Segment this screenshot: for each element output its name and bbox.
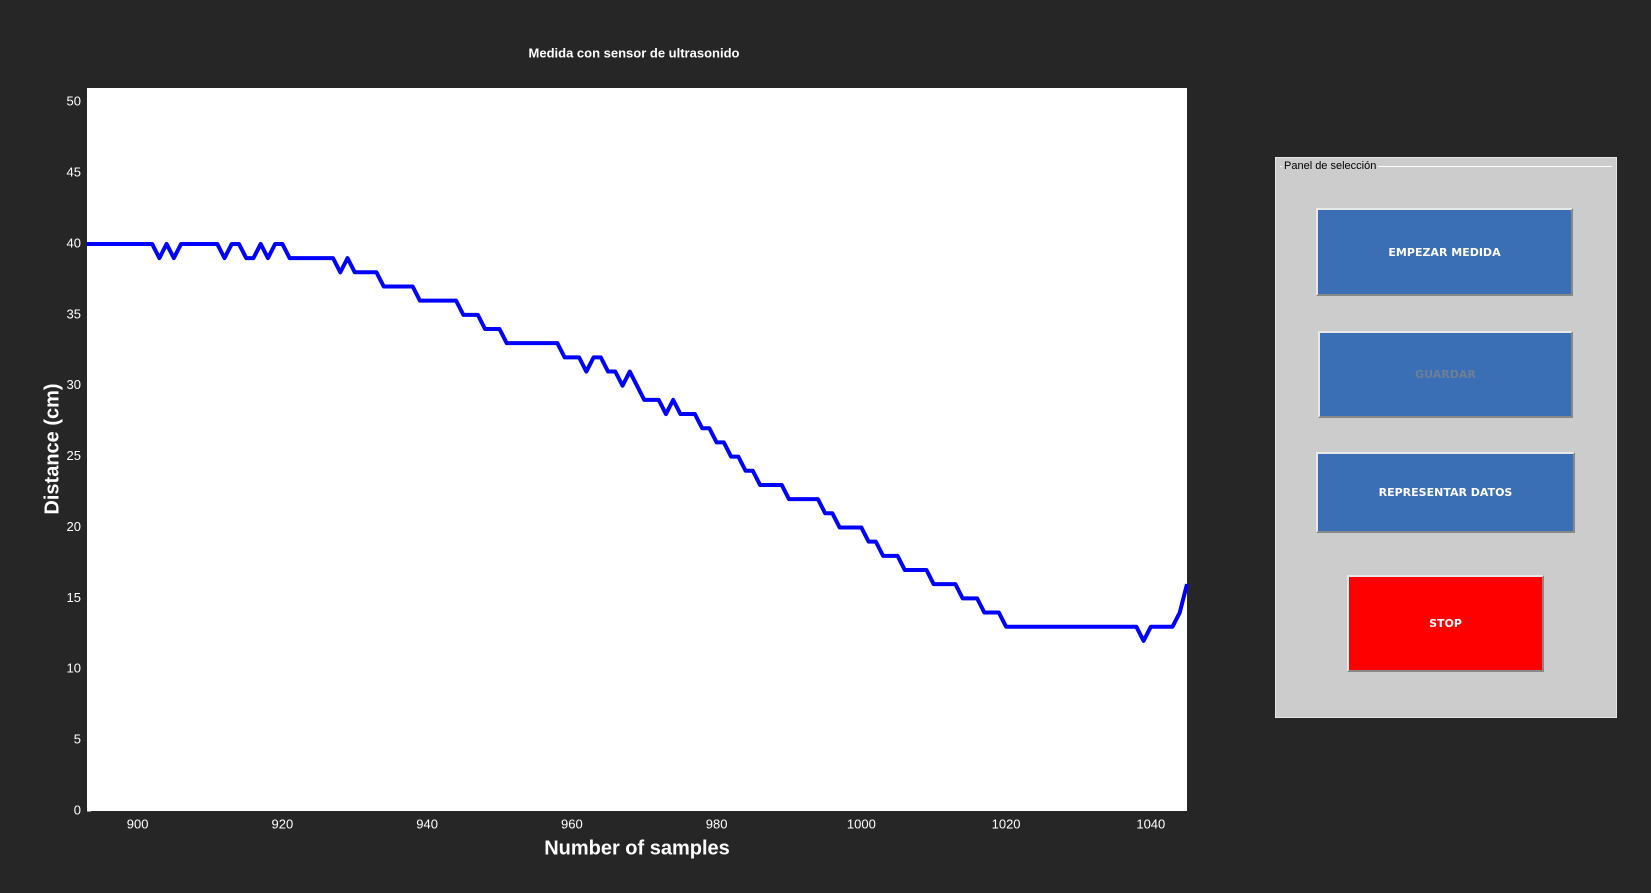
y-tick-label: 15 [67, 590, 81, 605]
panel-border [1280, 166, 1612, 167]
x-tick-label: 920 [272, 816, 294, 831]
x-tick-label: 980 [706, 816, 728, 831]
x-tick-label: 900 [127, 816, 149, 831]
y-tick-label: 10 [67, 661, 81, 676]
y-tick-label: 20 [67, 519, 81, 534]
x-axis-label: Number of samples [544, 837, 730, 859]
y-tick-label: 45 [67, 164, 81, 179]
button[interactable]: EMPEZAR MEDIDA [1316, 208, 1573, 296]
y-tick-label: 25 [67, 448, 81, 463]
button[interactable]: REPRESENTAR DATOS [1316, 452, 1575, 533]
x-tick-label: 940 [416, 816, 438, 831]
x-tick-label: 1020 [992, 816, 1021, 831]
x-tick-label: 960 [561, 816, 583, 831]
y-tick-label: 40 [67, 235, 81, 250]
y-axis-label: Distance (cm) [41, 383, 63, 514]
y-tick-label: 35 [67, 306, 81, 321]
panel-title: Panel de selección [1282, 160, 1379, 172]
data-line [87, 241, 1189, 643]
plot-area [87, 88, 1187, 811]
button[interactable]: STOP [1347, 575, 1544, 672]
selection-panel: Panel de selección EMPEZAR MEDIDA GUARDAR… [1275, 157, 1617, 718]
x-tick-label: 1000 [847, 816, 876, 831]
y-tick-label: 0 [74, 802, 81, 817]
y-tick-label: 30 [67, 377, 81, 392]
button: GUARDAR [1318, 331, 1573, 418]
x-tick-label: 1040 [1136, 816, 1165, 831]
y-tick-label: 5 [74, 732, 81, 747]
y-tick-label: 50 [67, 94, 81, 109]
chart-title: Medida con sensor de ultrasonido [529, 45, 740, 60]
